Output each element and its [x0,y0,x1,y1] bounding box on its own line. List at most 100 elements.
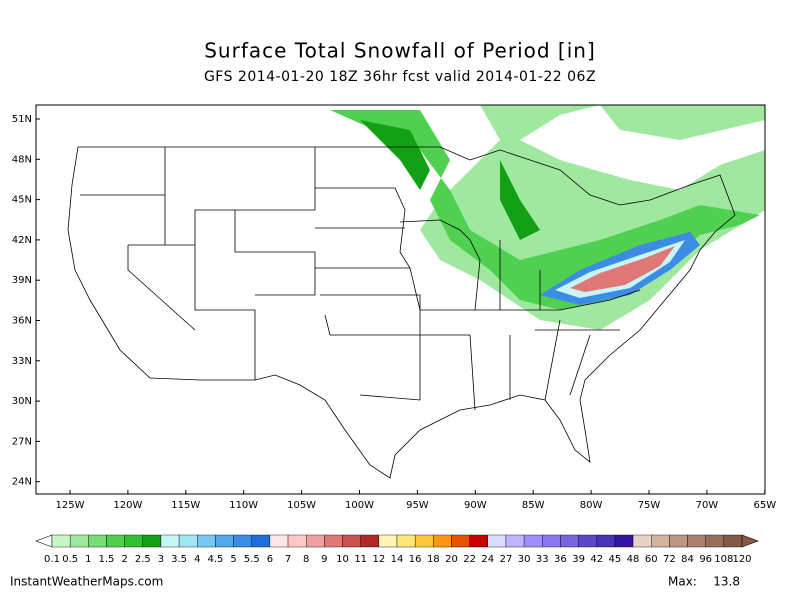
colorbar-swatch [269,534,289,548]
colorbar-label: 2.5 [135,554,151,565]
colorbar-label: 60 [645,554,658,565]
lon-label: 120W [113,500,142,511]
map-frame [35,104,766,495]
colorbar-label: 108 [714,554,733,565]
colorbar-label: 120 [732,554,751,565]
colorbar-label: 48 [627,554,640,565]
colorbar-label: 3.5 [171,554,187,565]
colorbar-swatch [378,534,398,548]
colorbar-swatch [324,534,343,548]
colorbar-label: 5.5 [244,554,260,565]
colorbar-swatch [88,534,107,548]
lon-label: 115W [171,500,200,511]
lat-label: 33N [12,356,32,367]
colorbar-swatch [596,534,616,548]
snow-area [360,120,540,240]
colorbar-swatch [705,534,725,548]
colorbar-swatch [106,534,125,548]
lon-label: 125W [56,500,85,511]
colorbar-label: 27 [500,554,513,565]
lon-label: 80W [580,500,603,511]
colorbar-label: 4 [194,554,200,565]
colorbar-label: 72 [663,554,676,565]
colorbar-swatch [251,534,271,548]
colorbar: 0.1 0.5 1 1.5 2 2.5 3 3.5 4 4.5 5 5.5 6 7 8 9 10 11 12 14 16… [35,534,759,565]
colorbar-label: 22 [463,554,476,565]
colorbar-label: 16 [409,554,422,565]
max-value: 13.8 [713,575,740,589]
colorbar-swatch [124,534,143,548]
site-credit: InstantWeatherMaps.com [10,575,163,589]
colorbar-swatch [69,534,89,548]
lat-label: 42N [12,235,32,246]
colorbar-label: 12 [372,554,385,565]
colorbar-label: 11 [354,554,367,565]
colorbar-label: 45 [609,554,622,565]
colorbar-label: 8 [303,554,309,565]
colorbar-swatch [414,534,434,548]
colorbar-swatch [215,534,234,548]
map: 51N 48N 45N 42N 39N 36N 33N 30N 27N 24N 125W 120W 11… [12,104,776,511]
lon-label: 65W [753,500,776,511]
colorbar-swatch [451,534,470,548]
colorbar-swatch [542,534,561,548]
colorbar-label: 1 [85,554,91,565]
colorbar-label: 36 [554,554,567,565]
colorbar-label: 30 [518,554,531,565]
lat-label: 27N [12,436,32,447]
colorbar-swatch [197,534,216,548]
colorbar-end [741,534,759,548]
lon-label: 85W [522,500,545,511]
colorbar-label: 0.1 [44,554,60,565]
colorbar-label: 39 [572,554,585,565]
colorbar-label: 2 [121,554,127,565]
subtitle: GFS 2014-01-20 18Z 36hr fcst valid 2014-… [204,69,596,85]
colorbar-swatch [433,534,452,548]
colorbar-label: 6 [267,554,273,565]
colorbar-swatch [160,534,180,548]
colorbar-label: 18 [427,554,440,565]
colorbar-swatch [178,534,198,548]
lon-label: 95W [406,500,429,511]
colorbar-swatch [342,534,361,548]
colorbar-swatch [287,534,307,548]
lat-label: 48N [12,154,32,165]
colorbar-label: 24 [481,554,494,565]
colorbar-label: 0.5 [62,554,78,565]
lon-label: 110W [229,500,258,511]
lon-label: 100W [345,500,374,511]
colorbar-label: 14 [391,554,404,565]
colorbar-label: 7 [285,554,291,565]
colorbar-swatch [51,534,71,548]
colorbar-label: 1.5 [99,554,115,565]
colorbar-swatch [233,534,252,548]
boundaries [67,146,736,479]
lat-label: 30N [12,396,32,407]
colorbar-label: 9 [321,554,327,565]
lat-label: 45N [12,195,32,206]
colorbar-label: 33 [536,554,549,565]
lat-label: 39N [12,275,32,286]
colorbar-label: 3 [158,554,164,565]
colorbar-label: 4.5 [207,554,223,565]
colorbar-swatch [505,534,525,548]
colorbar-swatch [396,534,416,548]
title: Surface Total Snowfall of Period [in] [204,39,596,63]
lon-label: 90W [464,500,487,511]
max-label: Max: [668,575,697,589]
colorbar-label: 96 [699,554,712,565]
colorbar-label: 10 [336,554,349,565]
colorbar-end [35,534,53,548]
colorbar-swatch [487,534,507,548]
colorbar-label: 5 [230,554,236,565]
lat-label: 24N [12,477,32,488]
colorbar-swatch [614,534,634,548]
lat-label: 36N [12,316,32,327]
colorbar-label: 20 [445,554,458,565]
snow-area [570,246,675,292]
colorbar-swatch [306,534,325,548]
lat-label: 51N [12,114,32,125]
colorbar-swatch [142,534,162,548]
colorbar-swatch [523,534,543,548]
